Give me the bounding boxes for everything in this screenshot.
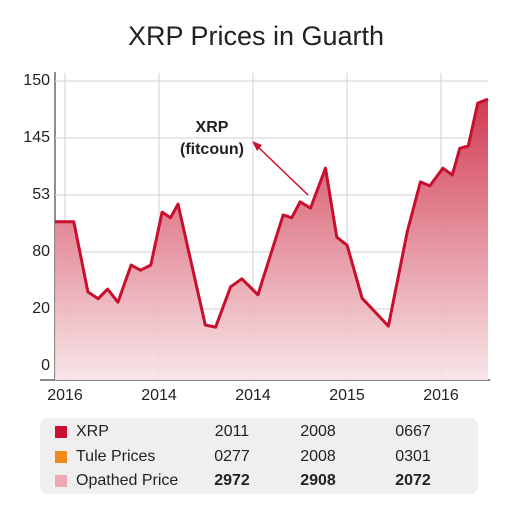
table-cell: 0277: [214, 448, 250, 465]
row-name: Tule Prices: [76, 448, 155, 465]
legend-swatch: [55, 475, 67, 487]
table-cell: 2072: [395, 472, 431, 489]
table-box: [40, 418, 478, 494]
table-cell: 0301: [395, 448, 431, 465]
line: [55, 97, 489, 329]
x-tick-label: 2015: [329, 387, 365, 404]
annotation: XRP (fitcoun): [180, 119, 244, 158]
table-cell: 0667: [395, 423, 431, 440]
x-tick-label: 2014: [235, 387, 271, 404]
table-cell: 2011: [215, 423, 250, 440]
area: [55, 99, 488, 380]
y-tick-label: 145: [23, 129, 50, 146]
arrow-head: [252, 141, 262, 151]
y-tick-label: 80: [32, 243, 50, 260]
x-tick-label: 2016: [47, 387, 83, 404]
table-cell: 2908: [300, 472, 336, 489]
x-tick-label: 2014: [141, 387, 177, 404]
annotation-arrow: [255, 144, 309, 196]
y-tick-label: 150: [23, 72, 50, 89]
x-tick-label: 2016: [423, 387, 459, 404]
table-cell: 2008: [300, 423, 336, 440]
row-name: XRP: [76, 423, 109, 440]
y-tick-label: 53: [32, 186, 50, 203]
y-tick-label: 20: [32, 300, 50, 317]
y-tick-label: 0: [41, 357, 50, 374]
chart-title: XRP Prices in Guarth: [128, 21, 384, 51]
legend-swatch: [55, 451, 67, 463]
legend-swatch: [55, 426, 67, 438]
row-name: Opathed Price: [76, 472, 178, 489]
table-cell: 2008: [300, 448, 336, 465]
table-cell: 2972: [214, 472, 250, 489]
